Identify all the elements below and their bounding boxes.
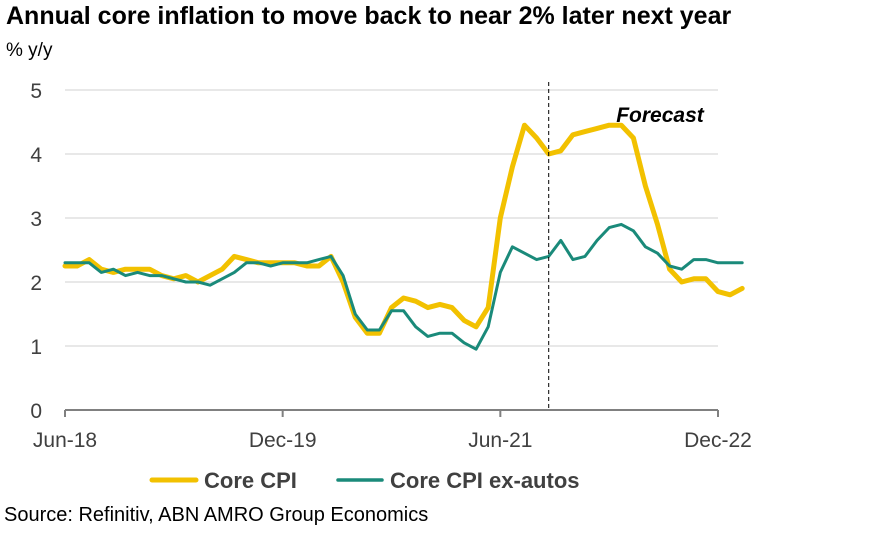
forecast-label: Forecast [616, 104, 705, 127]
forecast-annotation: Forecast [548, 82, 705, 410]
y-tick-label: 3 [30, 208, 42, 231]
legend: Core CPI Core CPI ex-autos [149, 468, 580, 493]
y-axis-ticks: 0 1 2 3 4 5 [30, 80, 42, 423]
x-axis: Jun-18 Dec-19 Jun-21 Dec-22 [33, 409, 752, 452]
series-line-core-cpi [62, 122, 745, 336]
x-tick-label: Dec-19 [249, 429, 317, 452]
y-tick-label: 4 [30, 144, 42, 167]
series-line-core-cpi-ex-autos [63, 222, 744, 351]
y-tick-label: 2 [30, 272, 42, 295]
line-chart: 0 1 2 3 4 5 Jun-18 Dec-19 Jun-21 Dec-22 Forecast… [30, 80, 752, 493]
source-note: Source: Refinitiv, ABN AMRO Group Econom… [4, 504, 429, 526]
grid-lines [65, 89, 718, 347]
y-axis-unit-label: % y/y [6, 40, 53, 61]
chart-title: Annual core inflation to move back to ne… [6, 2, 732, 30]
legend-label: Core CPI ex-autos [390, 468, 580, 493]
y-tick-label: 5 [30, 80, 42, 103]
x-tick-label: Jun-21 [468, 429, 532, 452]
x-tick-label: Jun-18 [33, 429, 97, 452]
y-tick-label: 0 [30, 400, 42, 423]
legend-label: Core CPI [204, 468, 297, 493]
x-tick-label: Dec-22 [684, 429, 752, 452]
y-tick-label: 1 [30, 336, 42, 359]
data-series [62, 122, 745, 351]
